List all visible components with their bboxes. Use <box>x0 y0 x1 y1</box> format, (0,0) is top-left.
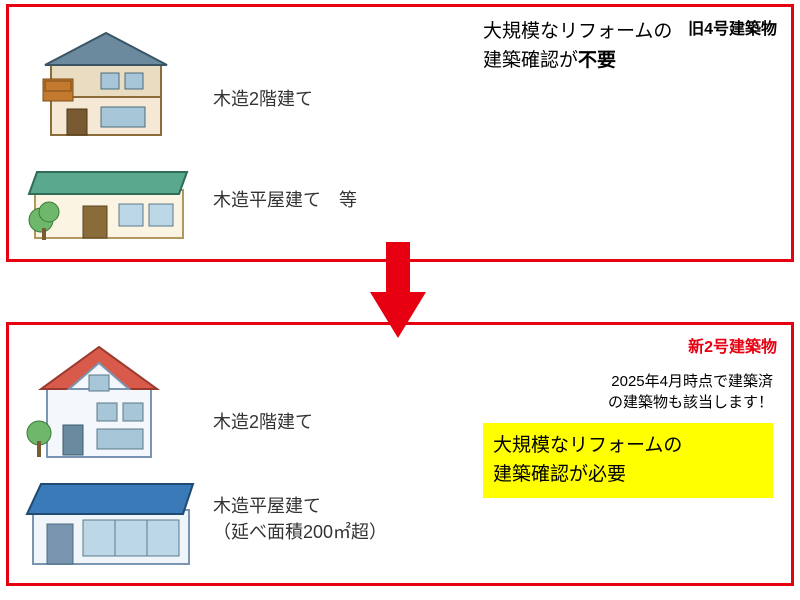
summary-new-highlight: 大規模なリフォームの 建築確認が必要 <box>483 423 773 498</box>
house-2story-old-icon <box>23 21 183 141</box>
note-new-line2: の建築物も該当します！ <box>608 394 773 411</box>
summary-new-line2: 建築確認が必要 <box>493 464 626 485</box>
label-2story-old: 木造2階建て <box>213 85 473 111</box>
house-1story-new-icon <box>23 466 198 571</box>
note-new: 2025年4月時点で建築済 の建築物も該当します！ <box>483 371 773 413</box>
row-top: 木造2階建て 木造平屋建て 等 大規模なリフォームの 建築確認が不要 <box>23 17 777 249</box>
col-illus-bottom <box>23 335 213 573</box>
panel-old: 旧4号建築物 <box>6 4 794 262</box>
note-new-line1: 2025年4月時点で建築済 <box>611 373 773 390</box>
summary-new-line1: 大規模なリフォームの <box>493 435 682 456</box>
label-1story-new-block: 木造平屋建て （延べ面積200㎡超） <box>213 492 473 544</box>
title-new: 新2号建築物 <box>688 333 777 357</box>
col-labels-bottom: 木造2階建て 木造平屋建て （延べ面積200㎡超） <box>213 335 473 573</box>
title-old: 旧4号建築物 <box>688 15 777 39</box>
row-bottom: 木造2階建て 木造平屋建て （延べ面積200㎡超） 2025年4月時点で建築済 … <box>23 335 777 573</box>
label-1story-old: 木造平屋建て 等 <box>213 186 473 212</box>
summary-old-bold: 不要 <box>578 50 616 71</box>
label-2story-new: 木造2階建て <box>213 408 473 434</box>
house-1story-old-icon <box>23 150 193 245</box>
transition-arrow-icon <box>370 242 430 342</box>
label-1story-new: 木造平屋建て <box>213 492 473 518</box>
col-labels-top: 木造2階建て 木造平屋建て 等 <box>213 17 473 249</box>
house-2story-new-icon <box>23 337 173 462</box>
col-illus-top <box>23 17 213 249</box>
panel-new: 新2号建築物 <box>6 322 794 586</box>
summary-old-line1: 大規模なリフォームの <box>483 21 672 42</box>
summary-old-line2-prefix: 建築確認が <box>483 50 578 71</box>
col-right-bottom: 2025年4月時点で建築済 の建築物も該当します！ 大規模なリフォームの 建築確… <box>473 335 777 498</box>
label-1story-new-sub: （延べ面積200㎡超） <box>213 518 473 544</box>
